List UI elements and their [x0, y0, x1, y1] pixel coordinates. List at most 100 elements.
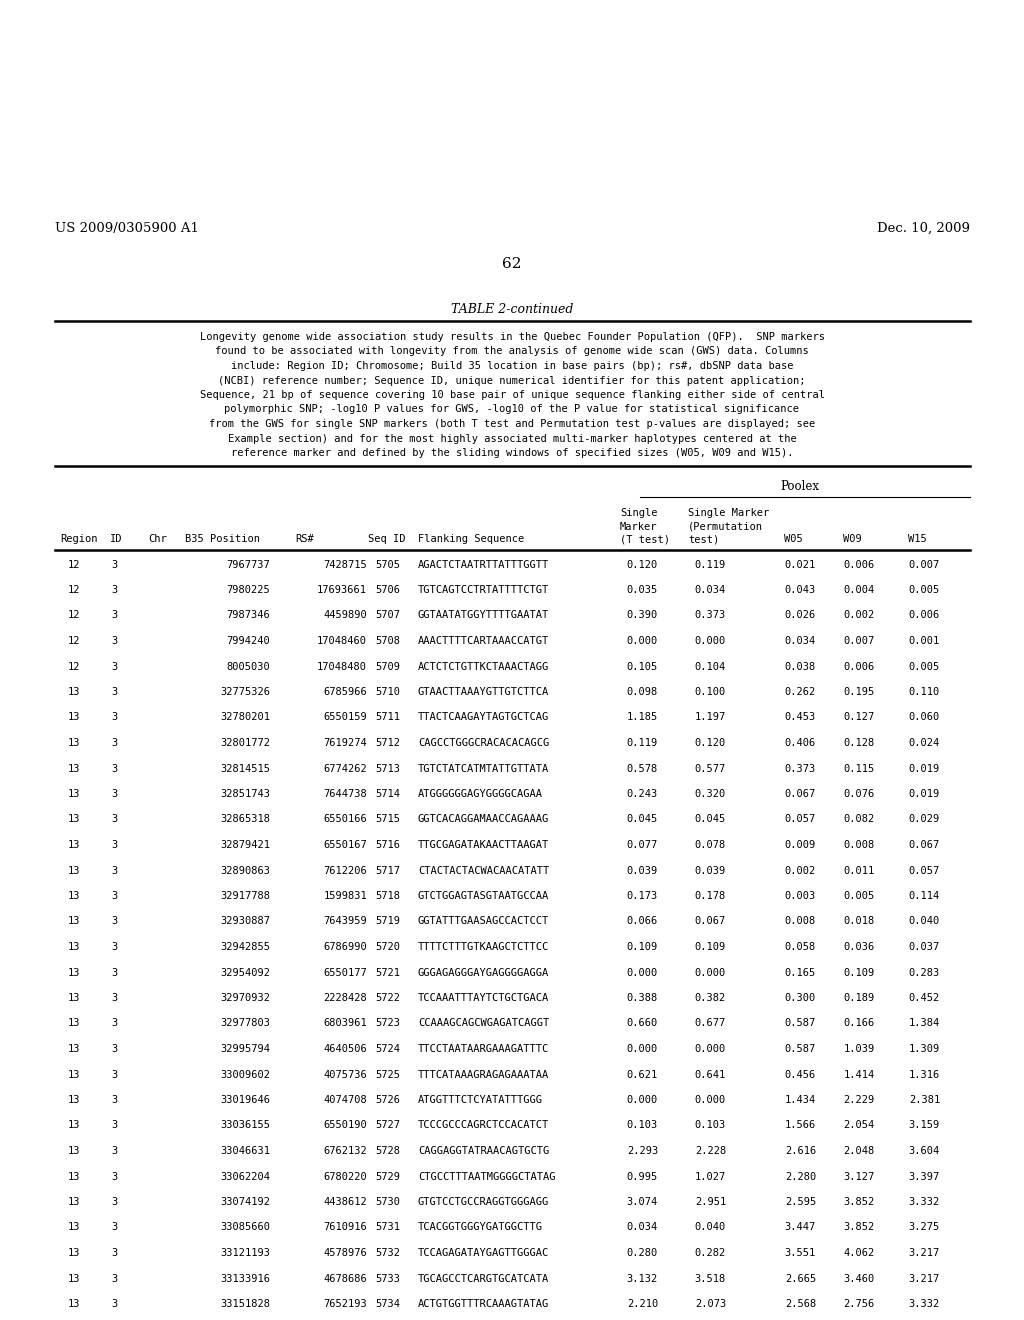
Text: 0.388: 0.388 — [627, 993, 658, 1003]
Text: 5734: 5734 — [375, 1299, 400, 1309]
Text: 0.045: 0.045 — [627, 814, 658, 825]
Text: Sequence, 21 bp of sequence covering 10 base pair of unique sequence flanking ei: Sequence, 21 bp of sequence covering 10 … — [200, 389, 824, 400]
Text: 0.057: 0.057 — [908, 866, 940, 875]
Text: 0.021: 0.021 — [784, 560, 816, 569]
Text: 32970932: 32970932 — [220, 993, 270, 1003]
Text: (Permutation: (Permutation — [688, 521, 763, 532]
Text: 3: 3 — [112, 866, 118, 875]
Text: 2.568: 2.568 — [784, 1299, 816, 1309]
Text: 0.024: 0.024 — [908, 738, 940, 748]
Text: 7987346: 7987346 — [226, 610, 270, 620]
Text: 33019646: 33019646 — [220, 1096, 270, 1105]
Text: 12: 12 — [68, 560, 80, 569]
Text: 0.104: 0.104 — [694, 661, 726, 672]
Text: 0.011: 0.011 — [844, 866, 874, 875]
Text: GGTAATATGGYTTTTGAATAT: GGTAATATGGYTTTTGAATAT — [418, 610, 549, 620]
Text: 32775326: 32775326 — [220, 686, 270, 697]
Text: include: Region ID; Chromosome; Build 35 location in base pairs (bp); rs#, dbSNP: include: Region ID; Chromosome; Build 35… — [230, 360, 794, 371]
Text: 0.000: 0.000 — [627, 1044, 658, 1053]
Text: 3: 3 — [112, 993, 118, 1003]
Text: 7967737: 7967737 — [226, 560, 270, 569]
Text: 6550177: 6550177 — [324, 968, 367, 978]
Text: Region: Region — [60, 535, 97, 544]
Text: 5733: 5733 — [375, 1274, 400, 1283]
Text: 7994240: 7994240 — [226, 636, 270, 645]
Text: 13: 13 — [68, 942, 80, 952]
Text: GTAACTTAAAYGTTGTCTTCA: GTAACTTAAAYGTTGTCTTCA — [418, 686, 549, 697]
Text: 32890863: 32890863 — [220, 866, 270, 875]
Text: 3: 3 — [112, 636, 118, 645]
Text: 0.115: 0.115 — [844, 763, 874, 774]
Text: TGCAGCCTCARGTGCATCATA: TGCAGCCTCARGTGCATCATA — [418, 1274, 549, 1283]
Text: 0.189: 0.189 — [844, 993, 874, 1003]
Text: 0.018: 0.018 — [844, 916, 874, 927]
Text: 0.109: 0.109 — [694, 942, 726, 952]
Text: 0.373: 0.373 — [784, 763, 816, 774]
Text: from the GWS for single SNP markers (both T test and Permutation test p-values a: from the GWS for single SNP markers (bot… — [209, 418, 815, 429]
Text: 4075736: 4075736 — [324, 1069, 367, 1080]
Text: 2.756: 2.756 — [844, 1299, 874, 1309]
Text: 0.677: 0.677 — [694, 1019, 726, 1028]
Text: 2.054: 2.054 — [844, 1121, 874, 1130]
Text: 3.852: 3.852 — [844, 1197, 874, 1206]
Text: 0.587: 0.587 — [784, 1044, 816, 1053]
Text: W09: W09 — [843, 535, 862, 544]
Text: 3: 3 — [112, 661, 118, 672]
Text: 0.320: 0.320 — [694, 789, 726, 799]
Text: CTGCCTTTAATMGGGGCTATAG: CTGCCTTTAATMGGGGCTATAG — [418, 1172, 555, 1181]
Text: 0.003: 0.003 — [784, 891, 816, 902]
Text: 0.165: 0.165 — [784, 968, 816, 978]
Text: TTTCATAAAGRAGAGAAATAA: TTTCATAAAGRAGAGAAATAA — [418, 1069, 549, 1080]
Text: US 2009/0305900 A1: US 2009/0305900 A1 — [55, 222, 199, 235]
Text: 32954092: 32954092 — [220, 968, 270, 978]
Text: GGGAGAGGGAYGAGGGGAGGA: GGGAGAGGGAYGAGGGGAGGA — [418, 968, 549, 978]
Text: 0.109: 0.109 — [844, 968, 874, 978]
Text: 0.280: 0.280 — [627, 1247, 658, 1258]
Text: 3.332: 3.332 — [908, 1197, 940, 1206]
Text: 3.397: 3.397 — [908, 1172, 940, 1181]
Text: 0.098: 0.098 — [627, 686, 658, 697]
Text: 3: 3 — [112, 1019, 118, 1028]
Text: 3: 3 — [112, 1299, 118, 1309]
Text: W15: W15 — [908, 535, 927, 544]
Text: 3: 3 — [112, 1172, 118, 1181]
Text: 0.006: 0.006 — [844, 560, 874, 569]
Text: 5722: 5722 — [375, 993, 400, 1003]
Text: TCCAAATTTAYTCTGCTGACA: TCCAAATTTAYTCTGCTGACA — [418, 993, 549, 1003]
Text: 0.006: 0.006 — [844, 661, 874, 672]
Text: 1.185: 1.185 — [627, 713, 658, 722]
Text: 3: 3 — [112, 738, 118, 748]
Text: 32814515: 32814515 — [220, 763, 270, 774]
Text: 0.166: 0.166 — [844, 1019, 874, 1028]
Text: 7428715: 7428715 — [324, 560, 367, 569]
Text: 12: 12 — [68, 661, 80, 672]
Text: test): test) — [688, 535, 719, 544]
Text: GGTCACAGGAMAACCAGAAAG: GGTCACAGGAMAACCAGAAAG — [418, 814, 549, 825]
Text: 32865318: 32865318 — [220, 814, 270, 825]
Text: 5719: 5719 — [375, 916, 400, 927]
Text: Example section) and for the most highly associated multi-marker haplotypes cent: Example section) and for the most highly… — [227, 433, 797, 444]
Text: 0.105: 0.105 — [627, 661, 658, 672]
Text: 0.037: 0.037 — [908, 942, 940, 952]
Text: 33085660: 33085660 — [220, 1222, 270, 1233]
Text: 32930887: 32930887 — [220, 916, 270, 927]
Text: GGTATTTGAASAGCCACTCCT: GGTATTTGAASAGCCACTCCT — [418, 916, 549, 927]
Text: 33133916: 33133916 — [220, 1274, 270, 1283]
Text: 1.414: 1.414 — [844, 1069, 874, 1080]
Text: 2.293: 2.293 — [627, 1146, 658, 1156]
Text: TGTCAGTCCTRTATTTTCTGT: TGTCAGTCCTRTATTTTCTGT — [418, 585, 549, 595]
Text: 6550159: 6550159 — [324, 713, 367, 722]
Text: 3.217: 3.217 — [908, 1247, 940, 1258]
Text: 0.000: 0.000 — [694, 968, 726, 978]
Text: 3: 3 — [112, 1044, 118, 1053]
Text: TCCCGCCCAGRCTCCACATCT: TCCCGCCCAGRCTCCACATCT — [418, 1121, 549, 1130]
Text: 5713: 5713 — [375, 763, 400, 774]
Text: 13: 13 — [68, 789, 80, 799]
Text: 13: 13 — [68, 866, 80, 875]
Text: 3.460: 3.460 — [844, 1274, 874, 1283]
Text: 0.034: 0.034 — [784, 636, 816, 645]
Text: 1.039: 1.039 — [844, 1044, 874, 1053]
Text: 0.039: 0.039 — [694, 866, 726, 875]
Text: 0.128: 0.128 — [844, 738, 874, 748]
Text: 0.043: 0.043 — [784, 585, 816, 595]
